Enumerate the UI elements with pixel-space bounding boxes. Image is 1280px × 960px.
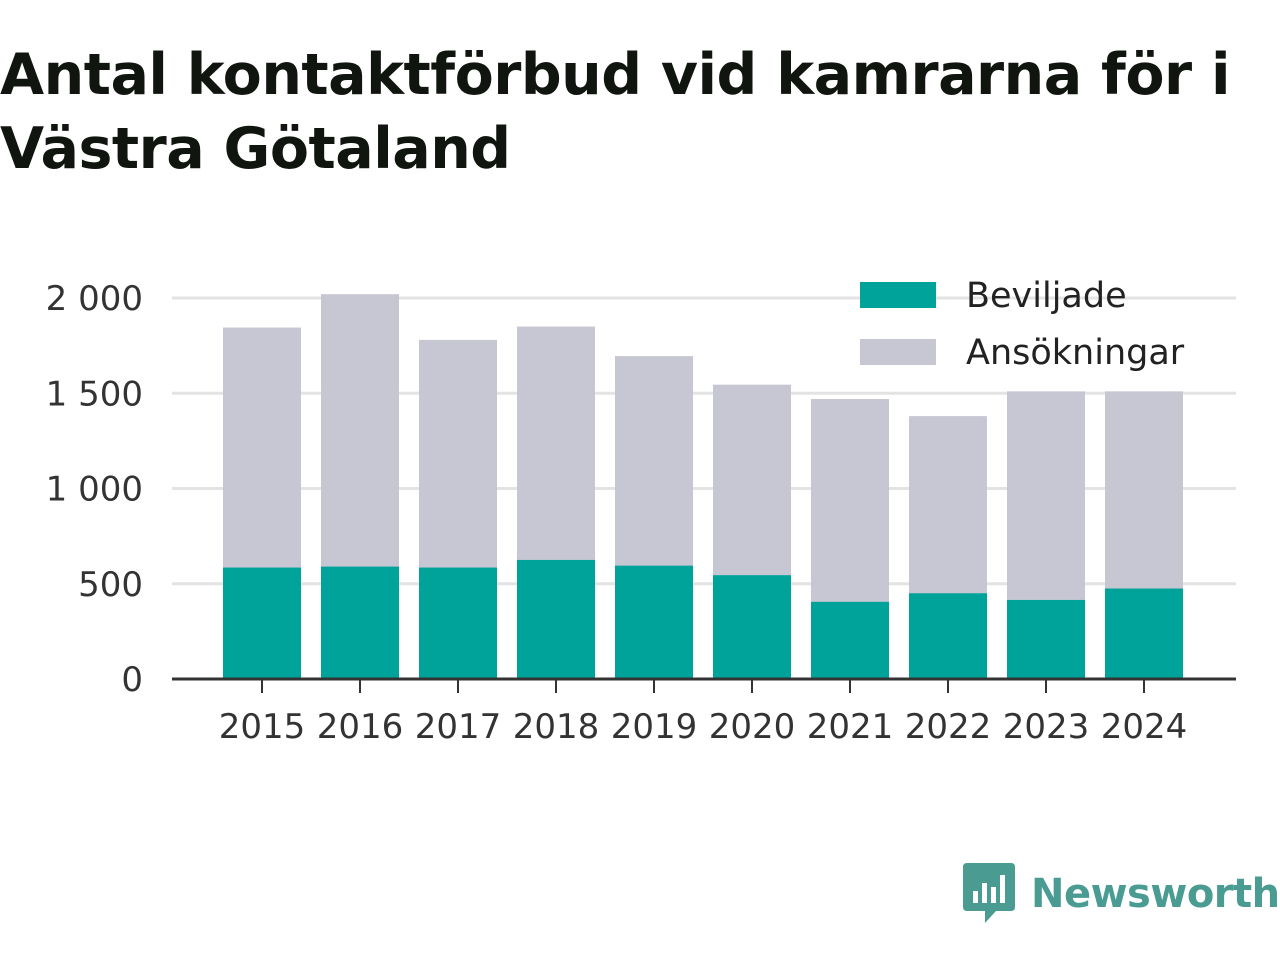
bar-beviljade-2024[interactable] bbox=[1105, 588, 1183, 679]
x-tick-label-2024: 2024 bbox=[1101, 707, 1188, 747]
bar-beviljade-2018[interactable] bbox=[517, 559, 595, 679]
brand-logo: Newsworthy bbox=[963, 862, 1280, 926]
x-tick-label-2019: 2019 bbox=[611, 707, 698, 747]
brand-name: Newsworthy bbox=[1031, 871, 1280, 917]
x-tick-label-2020: 2020 bbox=[709, 707, 796, 747]
chart-title: Antal kontaktförbud vid kamrarna för i V… bbox=[0, 42, 1231, 182]
x-tick-label-2015: 2015 bbox=[219, 707, 306, 747]
legend-swatch-beviljade[interactable] bbox=[860, 282, 936, 308]
x-tick-label-2023: 2023 bbox=[1003, 707, 1090, 747]
y-tick-label: 500 bbox=[78, 565, 143, 605]
bar-beviljade-2020[interactable] bbox=[713, 575, 791, 679]
bar-beviljade-2023[interactable] bbox=[1007, 599, 1085, 679]
bar-beviljade-2021[interactable] bbox=[811, 601, 889, 679]
newsworthy-logo-icon bbox=[963, 863, 1015, 923]
x-tick-label-2017: 2017 bbox=[415, 707, 502, 747]
bar-beviljade-2019[interactable] bbox=[615, 565, 693, 679]
x-tick-label-2021: 2021 bbox=[807, 707, 894, 747]
y-tick-label: 1 000 bbox=[46, 470, 143, 510]
x-axis-tick-labels: 2015 2016 2017 2018 2019 2020 2021 2022 2023 2024 bbox=[219, 679, 1188, 747]
y-tick-label: 0 bbox=[121, 660, 143, 700]
y-tick-label: 2 000 bbox=[46, 279, 143, 319]
bars bbox=[223, 294, 1183, 679]
bar-beviljade-2015[interactable] bbox=[223, 567, 301, 679]
y-axis-tick-labels: 0 500 1 000 1 500 2 000 bbox=[46, 279, 143, 700]
legend-label-ansokningar[interactable]: Ansökningar bbox=[966, 333, 1185, 373]
x-tick-label-2022: 2022 bbox=[905, 707, 992, 747]
legend-label-beviljade[interactable]: Beviljade bbox=[966, 276, 1127, 316]
y-tick-label: 1 500 bbox=[46, 374, 143, 414]
bar-beviljade-2022[interactable] bbox=[909, 593, 987, 679]
legend: Beviljade Ansökningar bbox=[860, 276, 1185, 373]
x-tick-label-2018: 2018 bbox=[513, 707, 600, 747]
bar-beviljade-2016[interactable] bbox=[321, 566, 399, 679]
bar-beviljade-2017[interactable] bbox=[419, 567, 497, 679]
x-tick-label-2016: 2016 bbox=[317, 707, 404, 747]
legend-swatch-ansokningar[interactable] bbox=[860, 339, 936, 365]
